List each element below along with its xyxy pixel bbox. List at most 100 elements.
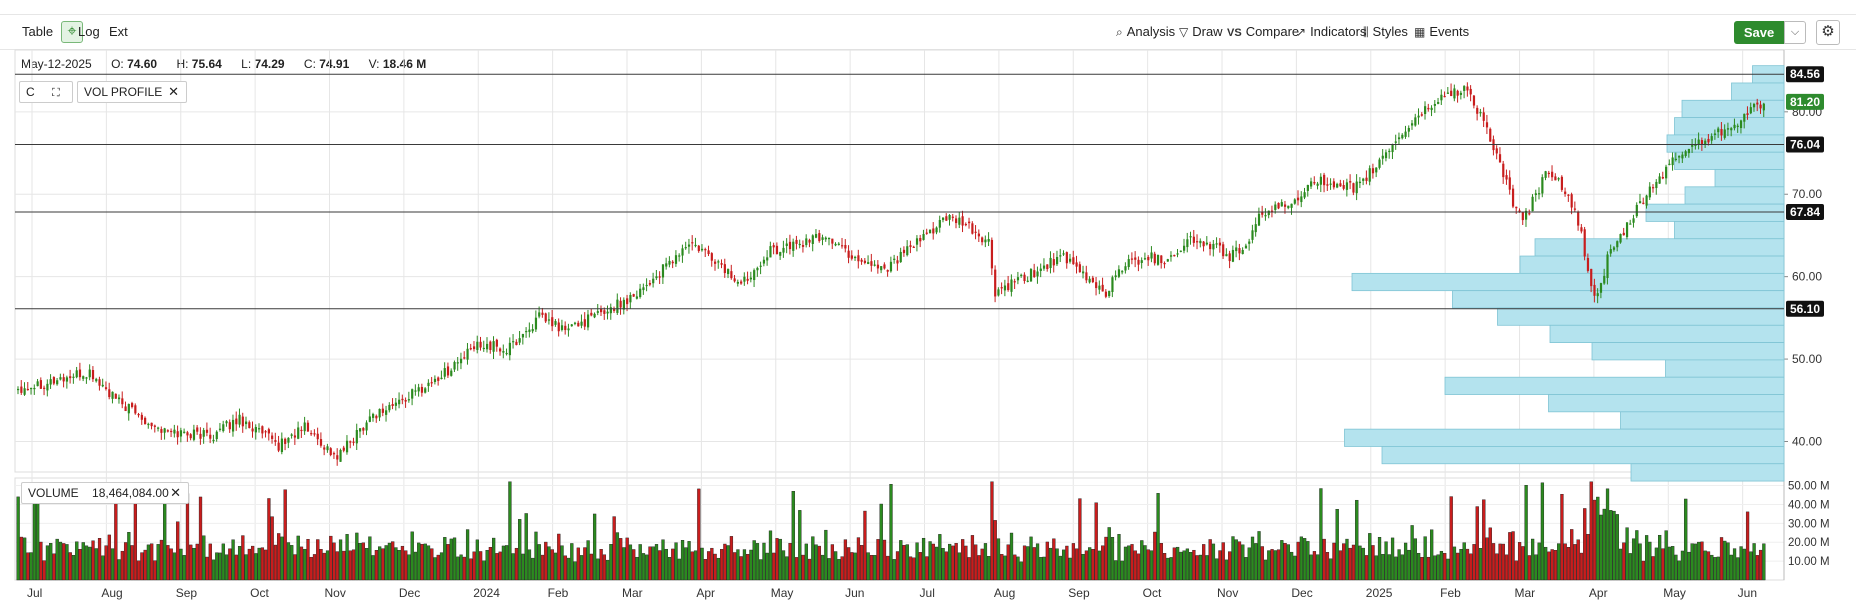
compare-button[interactable]: VS Compare xyxy=(1227,23,1299,42)
candle-body xyxy=(1329,183,1332,185)
candle-body xyxy=(772,245,775,248)
volume-profile-bar xyxy=(1344,428,1785,447)
save-menu-button[interactable]: ⌵ xyxy=(1784,21,1806,44)
volume-profile-bar xyxy=(1519,255,1785,274)
candle-body xyxy=(336,455,339,460)
volume-bar xyxy=(1107,527,1111,581)
candle-body xyxy=(590,312,593,316)
volume-bar xyxy=(254,553,258,581)
candle-body xyxy=(1143,258,1147,260)
volume-bar xyxy=(837,559,841,581)
candle-body xyxy=(1593,284,1596,296)
volume-bar xyxy=(280,536,284,581)
draw-button[interactable]: ▽ Draw xyxy=(1179,23,1223,41)
candle-body xyxy=(1192,236,1195,243)
candle-body xyxy=(1231,249,1235,262)
volume-bar xyxy=(557,533,561,581)
volume-bar xyxy=(967,557,971,581)
candle-body xyxy=(1648,186,1651,198)
volume-bar xyxy=(364,548,369,581)
volume-bar xyxy=(1527,555,1531,581)
candle-body xyxy=(378,408,381,418)
save-button[interactable]: Save xyxy=(1734,21,1784,44)
volume-bar xyxy=(32,490,37,581)
volume-bar xyxy=(1439,550,1444,581)
crosshair-button[interactable]: ⌖ xyxy=(61,21,83,43)
volume-bar xyxy=(68,552,72,581)
indicators-button[interactable]: ↗ Indicators xyxy=(1296,23,1366,41)
volume-bar xyxy=(1019,561,1023,581)
volume-bar xyxy=(1482,499,1486,581)
candle-body xyxy=(1720,129,1723,136)
candle-body xyxy=(1437,102,1440,104)
volume-bar xyxy=(928,541,932,581)
volume-bar xyxy=(1485,537,1489,581)
volume-bar xyxy=(1651,556,1655,581)
candle-body xyxy=(814,234,818,238)
candle-body xyxy=(1212,243,1215,250)
candle-body xyxy=(928,229,932,234)
time-axis-label: Oct xyxy=(1143,586,1162,600)
candle-body xyxy=(593,313,596,318)
volume-bar xyxy=(228,548,232,581)
candle-body xyxy=(114,393,117,399)
candle-body xyxy=(1534,193,1537,196)
candle-body xyxy=(486,343,489,350)
candle-body xyxy=(567,328,570,331)
volume-bar xyxy=(807,558,812,581)
volume-profile-bar xyxy=(1674,117,1785,136)
candle-body xyxy=(362,428,365,431)
close-icon[interactable]: ✕ xyxy=(170,485,181,500)
volume-bar xyxy=(596,558,600,581)
candle-body xyxy=(990,239,994,269)
expand-icon[interactable]: ⛶ xyxy=(52,87,60,99)
table-button[interactable]: Table xyxy=(22,24,54,39)
volume-bar xyxy=(768,530,773,581)
volume-bar xyxy=(856,537,861,581)
candle-body xyxy=(974,231,977,233)
volume-bar xyxy=(153,560,157,581)
volume-bar xyxy=(746,554,750,581)
open-label: O: xyxy=(111,57,124,71)
volume-bar xyxy=(840,556,844,581)
volume-bar xyxy=(1140,540,1144,581)
volume-bar xyxy=(964,545,968,581)
volume-bar xyxy=(1048,547,1053,581)
ext-button[interactable]: Ext xyxy=(109,24,128,39)
volume-bar xyxy=(345,534,349,581)
settings-button[interactable]: ⚙ xyxy=(1816,20,1840,45)
candle-body xyxy=(730,271,733,279)
close-icon[interactable]: ✕ xyxy=(168,84,179,99)
volume-bar xyxy=(1661,548,1665,581)
volume-bar xyxy=(1058,555,1062,581)
events-button[interactable]: ▦ Events xyxy=(1414,23,1469,41)
log-button[interactable]: Log xyxy=(78,24,100,39)
price-axis-label: 40.00 xyxy=(1792,435,1822,449)
volume-bar xyxy=(1000,554,1004,581)
volume-bar xyxy=(723,543,727,581)
candle-body xyxy=(1000,287,1003,289)
candle-body xyxy=(827,237,831,240)
styles-button[interactable]: ⫼ Styles xyxy=(1363,23,1408,41)
candle-body xyxy=(1606,254,1609,279)
candle-body xyxy=(117,397,121,400)
analysis-button[interactable]: ⌕ Analysis xyxy=(1116,23,1175,41)
volume-bar xyxy=(1654,547,1659,581)
candle-body xyxy=(1635,204,1638,217)
candle-body xyxy=(1443,95,1446,98)
low-value: 74.29 xyxy=(254,57,285,71)
candle-body xyxy=(694,244,697,247)
candle-body xyxy=(183,431,186,433)
volume-bar xyxy=(1397,549,1401,581)
candle-body xyxy=(1564,191,1567,194)
candle-body xyxy=(1684,151,1687,157)
candle-body xyxy=(1209,244,1212,250)
volume-bar xyxy=(1726,542,1730,581)
volume-bar xyxy=(88,546,92,581)
volume-bar xyxy=(1228,551,1232,581)
volume-bar xyxy=(1029,536,1033,581)
volume-bar xyxy=(410,531,414,581)
candle-body xyxy=(831,238,834,244)
candle-body xyxy=(1023,274,1026,281)
